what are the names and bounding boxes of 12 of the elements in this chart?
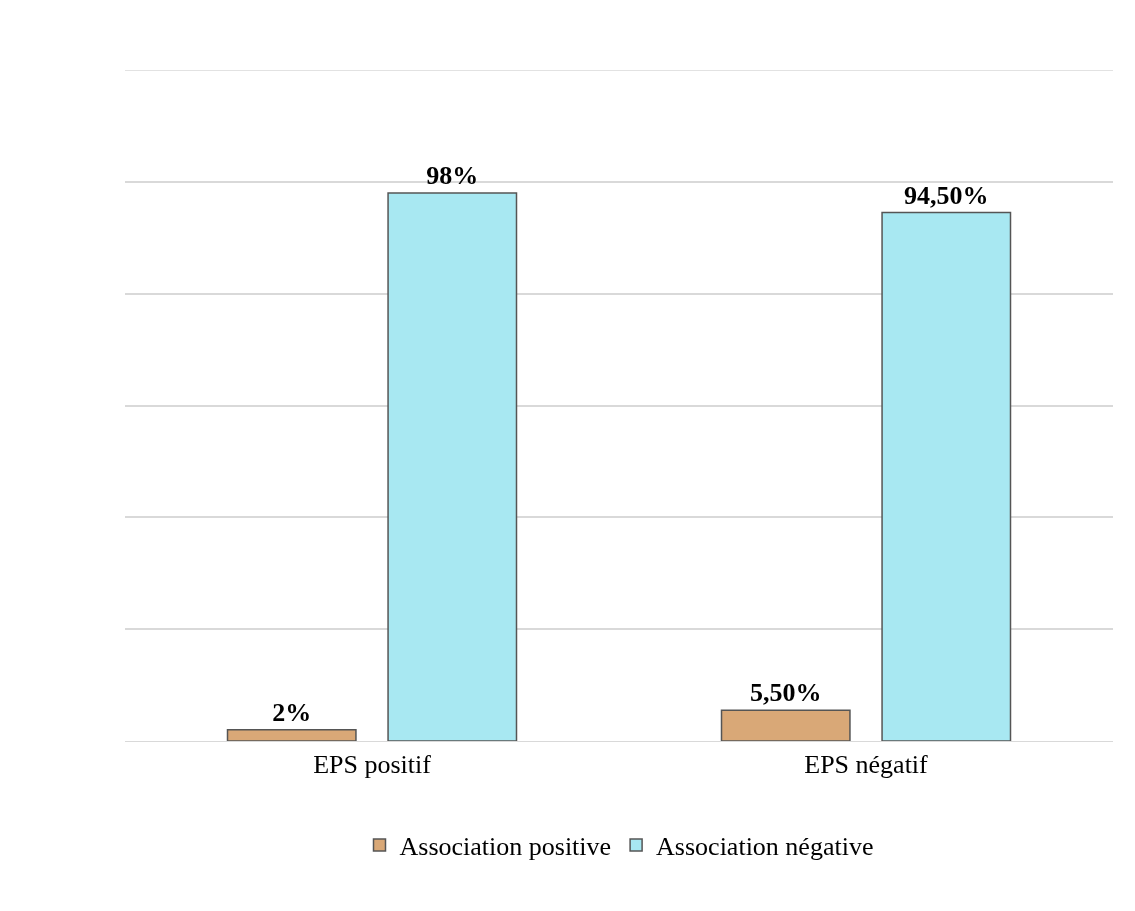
bar xyxy=(720,709,851,741)
bar xyxy=(881,211,1012,741)
data-label: 98% xyxy=(426,161,479,191)
data-label: 5,50% xyxy=(749,678,822,708)
legend-label: Association positive xyxy=(399,832,612,862)
x-tick-label: EPS négatif xyxy=(804,750,929,780)
data-label: 2% xyxy=(272,697,312,727)
x-tick-label: EPS positif xyxy=(313,750,432,780)
bar xyxy=(387,192,518,741)
bar xyxy=(226,729,357,741)
data-label: 94,50% xyxy=(904,180,989,210)
legend-label: Association négative xyxy=(656,832,874,862)
